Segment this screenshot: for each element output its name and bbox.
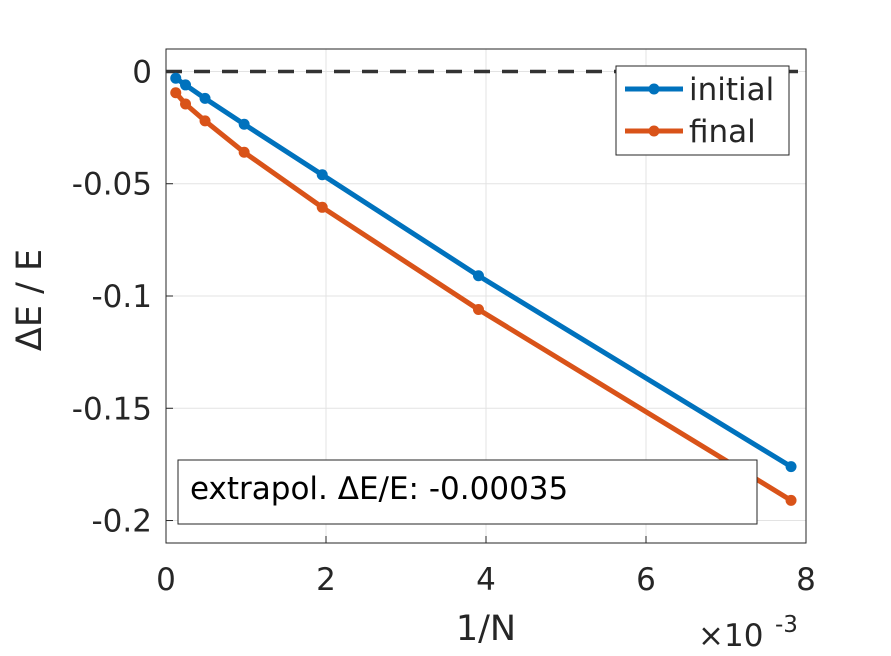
y-tick-label: -0.05 xyxy=(72,167,152,203)
y-tick-label: -0.15 xyxy=(72,391,152,427)
series-layer xyxy=(170,72,797,506)
data-point-final xyxy=(170,87,182,99)
x-tick-label: 8 xyxy=(796,562,816,598)
x-tick-label: 0 xyxy=(156,562,176,598)
data-point-initial xyxy=(199,92,211,104)
x-tick-labels: 0 2 4 6 8 xyxy=(156,562,816,598)
legend-label-final: final xyxy=(689,114,756,150)
data-point-initial xyxy=(785,461,797,473)
legend: initial final xyxy=(615,65,790,156)
x-multiplier-base: ×10 xyxy=(698,618,763,654)
data-point-initial xyxy=(472,270,484,282)
y-tick-label: -0.2 xyxy=(92,504,153,540)
legend-box xyxy=(615,65,790,156)
data-point-final xyxy=(199,115,211,127)
data-point-initial xyxy=(170,72,182,84)
x-tick-label: 6 xyxy=(636,562,656,598)
x-axis-title: 1/N xyxy=(456,609,516,649)
y-tick-labels: 0 -0.05 -0.1 -0.15 -0.2 xyxy=(72,54,152,539)
data-point-final xyxy=(472,303,484,315)
annotation-frame xyxy=(177,459,758,525)
axes-box xyxy=(165,48,807,544)
data-point-initial xyxy=(316,169,328,181)
legend-marker-initial xyxy=(648,83,660,95)
annotation-text: extrapol. ΔE/E: -0.00035 xyxy=(190,471,568,507)
legend-marker-final xyxy=(648,125,660,137)
x-multiplier-exponent: -3 xyxy=(775,612,798,638)
data-point-initial xyxy=(180,79,192,91)
x-tick-label: 2 xyxy=(316,562,336,598)
data-point-final xyxy=(785,494,797,506)
data-point-final xyxy=(238,146,250,158)
data-point-initial xyxy=(238,118,250,130)
y-tick-label: 0 xyxy=(132,54,152,90)
annotation-box: extrapol. ΔE/E: -0.00035 xyxy=(177,459,758,525)
legend-label-initial: initial xyxy=(689,72,774,108)
y-axis-title: ΔE / E xyxy=(10,249,50,351)
data-point-final xyxy=(316,201,328,213)
x-multiplier: ×10 -3 xyxy=(698,612,798,654)
data-point-final xyxy=(180,98,192,110)
x-tick-label: 4 xyxy=(476,562,496,598)
y-tick-label: -0.1 xyxy=(92,279,153,315)
